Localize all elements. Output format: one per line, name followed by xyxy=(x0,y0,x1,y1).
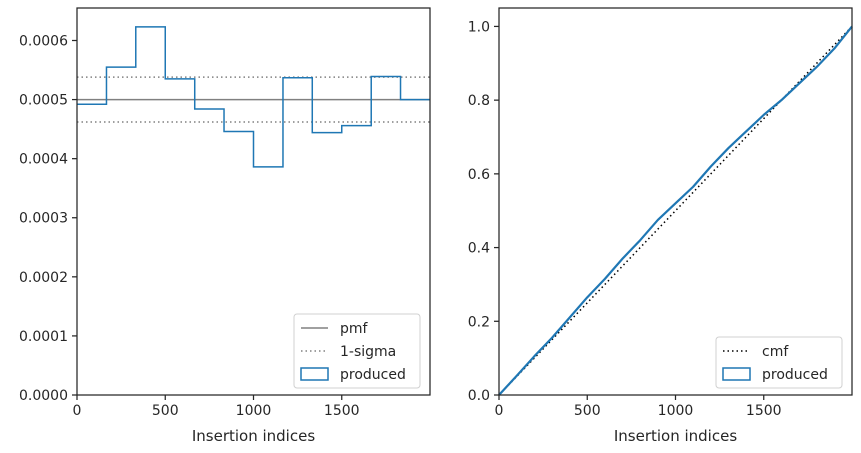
legend: cmf produced xyxy=(715,336,843,389)
legend: pmf 1-sigma produced xyxy=(293,313,421,389)
sigma-lines xyxy=(77,76,430,123)
legend-handle xyxy=(300,367,329,381)
legend-handle xyxy=(722,367,751,381)
x-tick-label: 0 xyxy=(495,403,504,419)
x-tick-label: 1500 xyxy=(324,403,360,419)
y-tick-label: 0.0006 xyxy=(19,33,68,49)
y-tick-label: 0.0003 xyxy=(19,211,68,227)
legend-box xyxy=(293,313,421,389)
x-tick-label: 1000 xyxy=(658,403,694,419)
cumulative-panel: 0 500 1000 1500 0.0 0.2 0.4 0.6 0.8 1.0 Insertio… xyxy=(468,7,853,445)
x-ticks: 0 500 1000 1500 xyxy=(495,395,782,419)
y-tick-label: 0.6 xyxy=(468,167,490,183)
y-tick-label: 0.0001 xyxy=(19,329,68,345)
y-tick-label: 0.4 xyxy=(468,241,490,257)
legend-label: produced xyxy=(762,367,828,383)
legend-box xyxy=(715,336,843,389)
x-ticks: 0 500 1000 1500 xyxy=(73,395,360,419)
produced-curve xyxy=(498,25,853,396)
histogram-panel: 0 500 1000 1500 0.00000.00010.00020.00030.0… xyxy=(19,7,431,445)
legend-label: pmf xyxy=(340,321,369,337)
y-tick-label: 0.0002 xyxy=(19,270,68,286)
x-axis-label: Insertion indices xyxy=(192,427,315,445)
x-tick-label: 0 xyxy=(73,403,82,419)
y-tick-label: 0.0005 xyxy=(19,93,68,109)
y-ticks: 0.0 0.2 0.4 0.6 0.8 1.0 xyxy=(468,19,499,404)
x-tick-label: 500 xyxy=(574,403,601,419)
x-tick-label: 1500 xyxy=(746,403,782,419)
legend-label: 1-sigma xyxy=(340,344,396,360)
y-tick-label: 0.0004 xyxy=(19,152,68,168)
y-tick-label: 0.2 xyxy=(468,314,490,330)
y-tick-label: 0.0000 xyxy=(19,388,68,404)
y-ticks: 0.0000 0.0001 0.0002 0.0003 0.0004 0.0005 0.00… xyxy=(19,33,77,404)
legend-label: cmf xyxy=(762,344,789,360)
y-tick-label: 0.0 xyxy=(468,388,490,404)
x-tick-label: 1000 xyxy=(236,403,272,419)
x-axis-label: Insertion indices xyxy=(614,427,737,445)
y-tick-label: 0.8 xyxy=(468,93,490,109)
x-tick-label: 500 xyxy=(152,403,179,419)
legend-label: produced xyxy=(340,367,406,383)
y-tick-label: 1.0 xyxy=(468,19,490,35)
produced-step xyxy=(77,26,430,168)
